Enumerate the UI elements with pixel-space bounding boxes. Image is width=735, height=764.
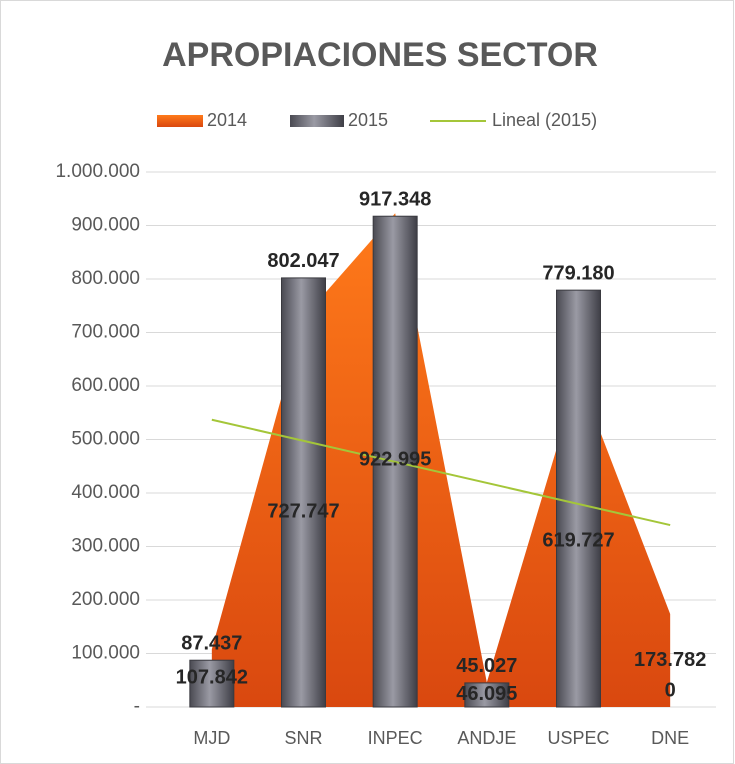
bar [281, 277, 326, 708]
data-label: 917.348 [359, 189, 431, 211]
y-tick-label: 700.000 [71, 322, 140, 343]
x-tick-label: USPEC [547, 728, 609, 748]
data-label: 107.842 [176, 666, 248, 688]
x-tick-label: MJD [193, 728, 230, 748]
chart-title: APROPIACIONES SECTOR [162, 36, 598, 74]
bar [189, 659, 235, 708]
y-tick-label: - [134, 696, 140, 717]
legend-label: Lineal (2015) [492, 110, 597, 130]
legend-label: 2015 [348, 110, 388, 130]
data-label: 922.995 [359, 448, 431, 470]
y-tick-label: 100.000 [71, 643, 140, 664]
area [211, 213, 671, 707]
legend-label: 2014 [207, 110, 247, 130]
x-tick-label: ANDJE [457, 728, 516, 748]
legend-swatch [290, 115, 344, 127]
y-tick-label: 300.000 [71, 536, 140, 557]
y-tick-label: 500.000 [71, 429, 140, 450]
data-label: 619.727 [542, 530, 614, 552]
data-label: 0 [665, 679, 676, 701]
data-label: 87.437 [181, 633, 242, 655]
y-tick-label: 900.000 [71, 215, 140, 236]
data-label: 727.747 [267, 501, 339, 523]
y-tick-label: 600.000 [71, 375, 140, 396]
x-tick-label: DNE [651, 728, 689, 748]
y-tick-label: 1.000.000 [55, 161, 140, 182]
data-label: 45.027 [456, 655, 517, 677]
data-label: 173.782 [634, 649, 706, 671]
y-tick-label: 800.000 [71, 268, 140, 289]
trendline [211, 418, 671, 527]
bar [556, 289, 601, 708]
x-tick-label: INPEC [368, 728, 423, 748]
y-tick-label: 400.000 [71, 482, 140, 503]
data-label: 802.047 [267, 250, 339, 272]
y-tick-label: 200.000 [71, 589, 140, 610]
data-label: 46.095 [456, 683, 517, 705]
legend-swatch [157, 115, 203, 127]
data-label: 779.180 [542, 262, 614, 284]
x-tick-label: SNR [284, 728, 322, 748]
bar [464, 682, 510, 708]
